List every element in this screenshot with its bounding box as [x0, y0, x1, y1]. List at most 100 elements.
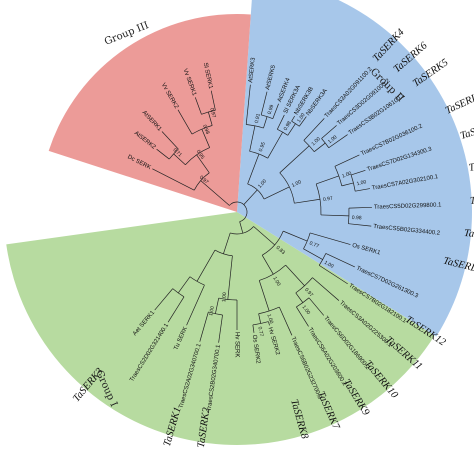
bootstrap-value: 1.00 [208, 305, 216, 316]
bootstrap-value: 0.98 [283, 120, 293, 132]
branch [258, 280, 270, 312]
gene-label: TaSERL [444, 92, 474, 116]
branch [196, 154, 210, 174]
bootstrap-value: 0.98 [352, 215, 362, 221]
branch [260, 91, 268, 116]
bootstrap-value: 0.91 [254, 113, 262, 124]
branch [283, 230, 308, 242]
branch [325, 253, 355, 268]
branch [218, 314, 223, 343]
branch [303, 118, 325, 141]
branch-arc [201, 109, 216, 115]
bootstrap-value: 1.00 [341, 171, 352, 180]
branch [277, 114, 285, 130]
branch [308, 297, 325, 316]
tree-branches [152, 84, 372, 343]
branch [227, 255, 233, 300]
branch [291, 115, 295, 122]
branch [199, 311, 209, 342]
branch [243, 189, 258, 205]
group-iii-sector [48, 14, 251, 213]
branch [303, 248, 323, 260]
leaf-label: Sl SERK1 [202, 62, 214, 90]
branch [186, 284, 205, 326]
branch [215, 298, 220, 314]
branch-arc [277, 128, 288, 136]
branch [341, 182, 354, 187]
bootstrap-value: 1.00 [265, 313, 274, 324]
branch [314, 142, 326, 152]
branch [316, 175, 339, 185]
bootstrap-value: 0.83 [275, 245, 286, 256]
branch [200, 180, 230, 206]
branch [210, 90, 216, 111]
branch [196, 249, 216, 282]
branch [278, 306, 293, 336]
branch [249, 125, 256, 152]
branch [279, 145, 310, 174]
branch [177, 109, 193, 135]
leaf-label: AtSERK3 [248, 57, 257, 83]
bootstrap-value: 1.00 [221, 292, 228, 303]
gene-label: TaSERL1 [470, 194, 474, 206]
branch [296, 306, 309, 327]
bootstrap-value: 0.77 [256, 326, 264, 337]
branch [263, 186, 290, 200]
branch-arc [296, 297, 310, 308]
leaf-label: TraesCS5D02G299800.1 [374, 202, 442, 210]
branch [312, 277, 340, 301]
branch [285, 264, 305, 286]
branch [309, 232, 351, 245]
branch [272, 103, 279, 119]
branch [295, 292, 304, 303]
branch [268, 321, 270, 326]
branch [207, 111, 213, 126]
bootstrap-value: 0.99 [267, 104, 276, 115]
bootstrap-value: 1.00 [291, 179, 303, 189]
branch [334, 154, 360, 167]
branch [152, 168, 195, 191]
branch [173, 153, 186, 165]
branch [328, 134, 348, 149]
branch-arc [262, 230, 284, 256]
bootstrap-value: 0.95 [195, 149, 206, 161]
gene-label: TaSERL3 [463, 228, 474, 243]
branch [348, 206, 372, 209]
bootstrap-value: 0.98 [201, 124, 210, 136]
bootstrap-value: 1.00 [296, 112, 306, 124]
branch [239, 221, 244, 234]
branch-arc [193, 172, 210, 191]
branch [247, 153, 260, 185]
bootstrap-value: 1.00 [323, 260, 335, 270]
bootstrap-value: 1.00 [311, 136, 322, 147]
branch [351, 169, 366, 176]
branch [177, 276, 191, 294]
branch [318, 265, 348, 285]
branch [154, 288, 173, 311]
gene-label: TaSERL4 [468, 156, 474, 174]
branch [294, 198, 321, 204]
branch-arc [259, 264, 286, 281]
branch-arc [185, 147, 210, 165]
bootstrap-value: 0.95 [258, 141, 267, 152]
branch [263, 116, 268, 129]
branch [287, 123, 296, 136]
branch [156, 148, 170, 160]
group-ii-sector [237, 0, 472, 337]
branch [261, 255, 274, 275]
branch [201, 129, 210, 148]
bootstrap-value: 0.97 [198, 175, 209, 186]
branch [161, 131, 179, 150]
bootstrap-value: 1.00 [356, 179, 367, 187]
branch-arc [279, 172, 295, 204]
branch [223, 232, 231, 254]
gene-label: TaSERL [459, 121, 474, 142]
bootstrap-value: 1.00 [301, 304, 312, 316]
branch [252, 324, 255, 333]
branch [321, 125, 337, 139]
bootstrap-value: 1.00 [327, 134, 339, 145]
bootstrap-value: 0.97 [323, 196, 334, 203]
branch [320, 214, 349, 217]
branch [167, 296, 185, 323]
